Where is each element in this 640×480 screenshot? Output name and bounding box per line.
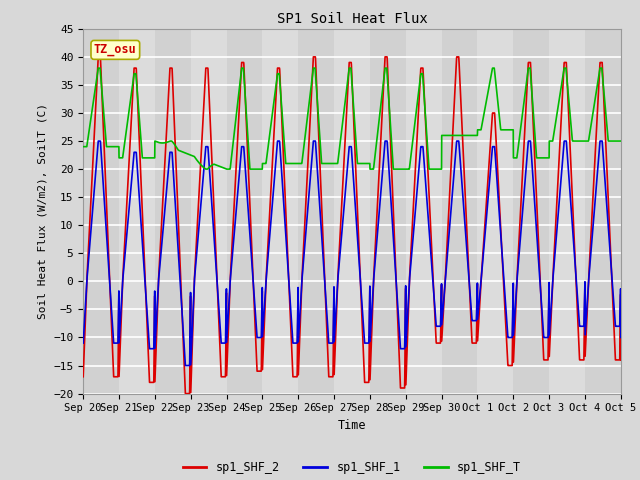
sp1_SHF_1 [286, 292, 294, 298]
Bar [477, 29, 513, 394]
Bar [442, 29, 477, 394]
Title: SP1 Soil Heat Flux: SP1 Soil Heat Flux [276, 12, 428, 26]
Bar [119, 29, 155, 394]
X-axis label: Time: Time [338, 419, 366, 432]
sp1_SHF_T [607, 138, 614, 144]
sp1_SHF_T [617, 138, 625, 144]
sp1_SHF_2 [286, 300, 294, 306]
sp1_SHF_1 [79, 340, 87, 346]
Line: sp1_SHF_T: sp1_SHF_T [83, 68, 621, 169]
sp1_SHF_2 [79, 374, 87, 380]
Bar [155, 29, 191, 394]
sp1_SHF_2 [182, 391, 189, 396]
sp1_SHF_2 [607, 249, 614, 254]
sp1_SHF_2 [309, 60, 317, 65]
sp1_SHF_2 [173, 176, 180, 182]
Bar [83, 29, 119, 394]
Legend: sp1_SHF_2, sp1_SHF_1, sp1_SHF_T: sp1_SHF_2, sp1_SHF_1, sp1_SHF_T [178, 456, 526, 479]
Bar [262, 29, 298, 394]
Line: sp1_SHF_1: sp1_SHF_1 [83, 141, 621, 366]
sp1_SHF_T [79, 144, 87, 150]
sp1_SHF_1 [141, 275, 148, 280]
sp1_SHF_T [141, 155, 148, 161]
Bar [549, 29, 585, 394]
Line: sp1_SHF_2: sp1_SHF_2 [83, 57, 621, 394]
sp1_SHF_2 [617, 357, 625, 363]
Text: TZ_osu: TZ_osu [94, 43, 137, 56]
sp1_SHF_2 [95, 54, 102, 60]
sp1_SHF_1 [549, 279, 557, 285]
Bar [406, 29, 442, 394]
sp1_SHF_1 [617, 335, 625, 340]
sp1_SHF_T [549, 138, 557, 144]
sp1_SHF_2 [141, 265, 148, 271]
sp1_SHF_1 [309, 142, 317, 147]
sp1_SHF_T [173, 144, 180, 150]
sp1_SHF_T [286, 161, 294, 167]
Bar [191, 29, 227, 394]
Y-axis label: Soil Heat Flux (W/m2), SoilT (C): Soil Heat Flux (W/m2), SoilT (C) [38, 103, 47, 319]
Bar [513, 29, 549, 394]
sp1_SHF_1 [607, 256, 614, 262]
Bar [298, 29, 334, 394]
Bar [370, 29, 406, 394]
sp1_SHF_T [202, 166, 210, 172]
Bar [585, 29, 621, 394]
Bar [227, 29, 262, 394]
sp1_SHF_1 [173, 222, 180, 228]
Bar [334, 29, 370, 394]
sp1_SHF_2 [549, 279, 557, 285]
sp1_SHF_1 [95, 138, 102, 144]
sp1_SHF_T [309, 68, 317, 73]
sp1_SHF_1 [182, 363, 189, 369]
sp1_SHF_T [95, 65, 102, 71]
